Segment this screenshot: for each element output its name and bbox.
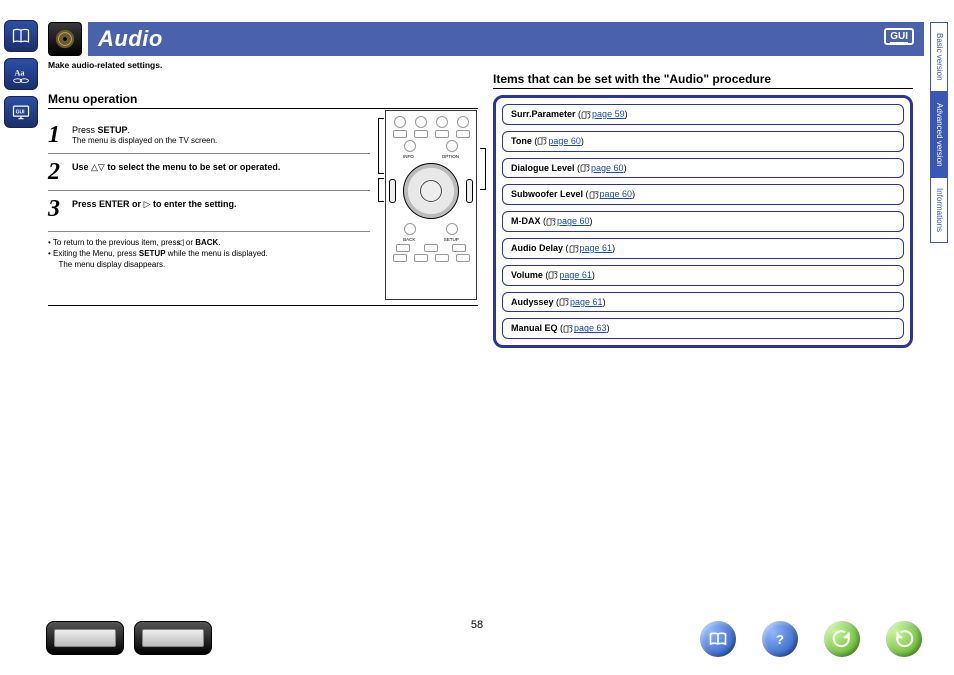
svg-text:?: ?	[776, 632, 784, 647]
right-tabs: Basic version Advanced version Informati…	[930, 22, 948, 243]
svg-text:Aa: Aa	[14, 69, 25, 78]
item-row: Audio Delay (page 61)	[502, 238, 904, 259]
item-row: Audyssey (page 61)	[502, 292, 904, 313]
gui-icon[interactable]: GUI	[4, 96, 38, 128]
item-label: Audyssey	[511, 297, 554, 307]
subtitle: Make audio-related settings.	[48, 60, 162, 70]
item-label: Volume	[511, 270, 543, 280]
notes: • To return to the previous item, press …	[48, 231, 370, 270]
prev-button[interactable]	[824, 621, 860, 657]
step-number: 1	[48, 123, 66, 147]
bracket	[480, 148, 486, 190]
help-button[interactable]: ?	[762, 621, 798, 657]
bracket	[378, 178, 384, 202]
page-ref-icon	[548, 271, 558, 279]
step-number: 2	[48, 160, 66, 184]
contents-button[interactable]	[700, 621, 736, 657]
page-title: Audio	[98, 26, 163, 52]
page-link[interactable]: page 61	[570, 297, 603, 307]
page-ref-icon	[559, 298, 569, 306]
book-icon[interactable]	[4, 20, 38, 52]
page-link[interactable]: page 60	[600, 189, 633, 199]
item-row: Tone (page 60)	[502, 131, 904, 152]
items-section: Items that can be set with the "Audio" p…	[493, 72, 913, 348]
tab-basic[interactable]: Basic version	[930, 22, 948, 92]
page-ref-icon	[569, 245, 579, 253]
step-1: 1 Press SETUP. The menu is displayed on …	[48, 117, 370, 154]
left-sidebar: Aa GUI	[0, 20, 42, 128]
remote-wheel: ENTER	[403, 163, 459, 219]
tab-informations[interactable]: Informations	[930, 177, 948, 243]
item-row: Surr.Parameter (page 59)	[502, 104, 904, 125]
page-ref-icon	[563, 325, 573, 333]
page-ref-icon	[580, 164, 590, 172]
page-ref-icon	[546, 218, 556, 226]
item-label: Audio Delay	[511, 243, 563, 253]
step-2: 2 Use △▽ to select the menu to be set or…	[48, 154, 370, 191]
item-label: Subwoofer Level	[511, 189, 583, 199]
page-link[interactable]: page 61	[580, 243, 613, 253]
gui-badge: GUI	[884, 28, 914, 45]
item-row: M-DAX (page 60)	[502, 211, 904, 232]
item-label: Dialogue Level	[511, 163, 575, 173]
svg-text:GUI: GUI	[16, 110, 26, 116]
up-down-icon: △▽	[91, 163, 105, 172]
device-button-2[interactable]	[134, 621, 212, 655]
page-ref-icon	[589, 191, 599, 199]
item-row: Subwoofer Level (page 60)	[502, 184, 904, 205]
next-button[interactable]	[886, 621, 922, 657]
item-row: Dialogue Level (page 60)	[502, 158, 904, 179]
item-label: Surr.Parameter	[511, 109, 576, 119]
title-bar: Audio	[88, 22, 924, 56]
footer-nav: ?	[700, 621, 922, 657]
page-link[interactable]: page 61	[559, 270, 592, 280]
bracket	[378, 118, 384, 174]
item-label: Manual EQ	[511, 323, 558, 333]
glossary-icon[interactable]: Aa	[4, 58, 38, 90]
tab-advanced[interactable]: Advanced version	[930, 92, 948, 178]
page-ref-icon	[581, 111, 591, 119]
page-link[interactable]: page 63	[574, 323, 607, 333]
page-link[interactable]: page 60	[548, 136, 581, 146]
audio-header-icon	[48, 22, 82, 56]
menu-operation-heading: Menu operation	[48, 92, 478, 109]
page-link[interactable]: page 60	[557, 216, 590, 226]
device-button-1[interactable]	[46, 621, 124, 655]
item-label: M-DAX	[511, 216, 541, 226]
step-3: 3 Press ENTER or ▷ to enter the setting.	[48, 191, 370, 227]
items-box: Surr.Parameter (page 59) Tone (page 60) Di…	[493, 95, 913, 348]
step-number: 3	[48, 197, 66, 221]
section-rule	[48, 305, 478, 306]
items-heading: Items that can be set with the "Audio" p…	[493, 72, 913, 89]
footer-devices	[46, 621, 212, 655]
page-number: 58	[471, 619, 483, 631]
item-row: Manual EQ (page 63)	[502, 318, 904, 339]
page-link[interactable]: page 59	[592, 109, 625, 119]
item-row: Volume (page 61)	[502, 265, 904, 286]
page-link[interactable]: page 60	[591, 163, 624, 173]
page-ref-icon	[537, 137, 547, 145]
item-label: Tone	[511, 136, 532, 146]
remote-illustration: INFOOPTION ENTER BACKSETUP	[385, 110, 477, 300]
